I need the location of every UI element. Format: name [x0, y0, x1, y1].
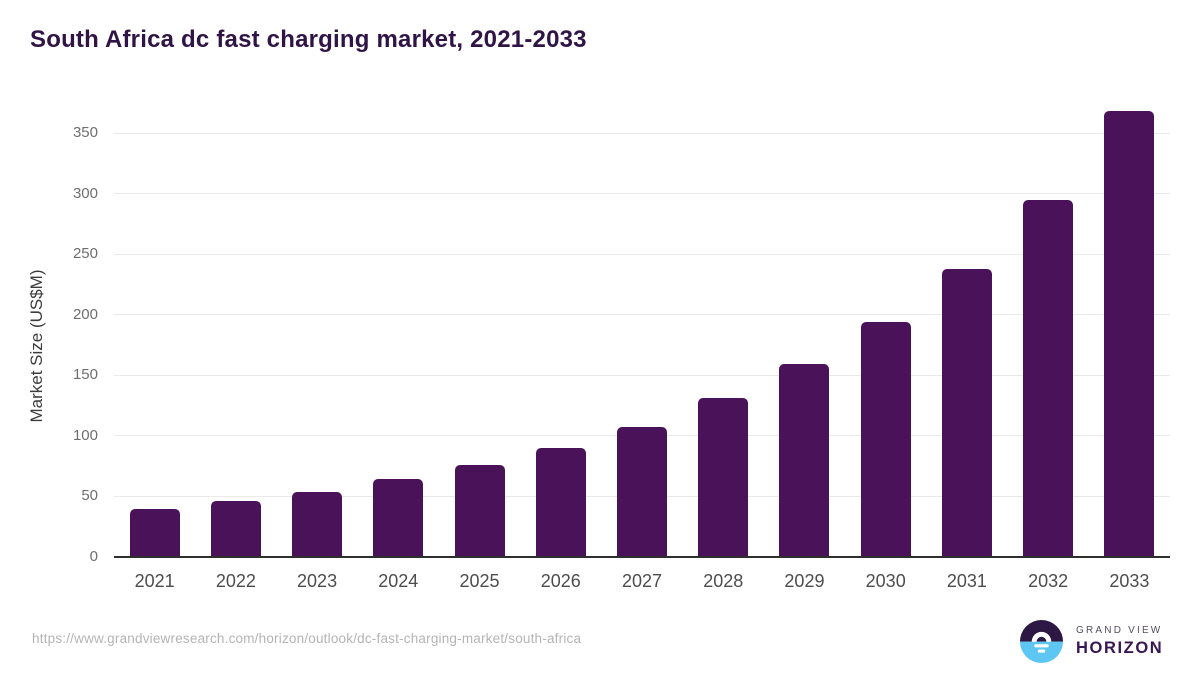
bar-2032	[1023, 199, 1074, 557]
bar-2027	[617, 427, 667, 557]
chart-title: South Africa dc fast charging market, 20…	[30, 26, 587, 53]
bar-2026	[535, 447, 586, 557]
x-tick-label-2029: 2029	[784, 571, 825, 591]
logo-text: GRAND VIEW HORIZON	[1076, 625, 1163, 658]
logo-horizon-label: HORIZON	[1076, 639, 1164, 657]
gridline-250	[114, 253, 1170, 255]
horizon-sunrise-icon	[1019, 619, 1064, 664]
x-tick-label-2031: 2031	[946, 571, 987, 591]
y-tick-label-0: 0	[89, 548, 98, 565]
logo-grand-view-label: GRAND VIEW	[1076, 625, 1163, 636]
x-tick-label-2021: 2021	[134, 571, 175, 591]
y-tick-label-300: 300	[72, 184, 98, 202]
x-axis-line	[114, 556, 1170, 558]
y-tick-label-350: 350	[72, 124, 98, 141]
bar-2021	[129, 508, 180, 557]
bar-2033	[1104, 111, 1155, 557]
bar-2028	[698, 398, 749, 557]
source-url: https://www.grandviewresearch.com/horizo…	[32, 631, 582, 646]
bar-2031	[941, 268, 992, 557]
y-tick-label-250: 250	[72, 245, 98, 263]
x-tick-label-2032: 2032	[1028, 571, 1069, 591]
x-tick-label-2030: 2030	[865, 571, 906, 591]
x-tick-label-2026: 2026	[540, 571, 581, 591]
bar-2030	[860, 321, 911, 557]
bar-2023	[292, 491, 343, 557]
gridline-300	[114, 193, 1170, 195]
x-tick-label-2024: 2024	[378, 571, 419, 591]
x-tick-label-2022: 2022	[215, 571, 256, 591]
x-tick-label-2028: 2028	[703, 571, 744, 591]
x-tick-label-2033: 2033	[1109, 571, 1150, 591]
gridline-150	[114, 374, 1170, 376]
y-tick-label-100: 100	[72, 426, 98, 444]
y-tick-label-200: 200	[72, 305, 98, 323]
x-tick-label-2023: 2023	[297, 571, 338, 591]
bar-2022	[210, 501, 261, 557]
y-tick-label-150: 150	[72, 366, 98, 384]
x-tick-label-2025: 2025	[459, 571, 500, 591]
bar-2025	[454, 464, 505, 557]
bar-2024	[373, 479, 424, 557]
gridline-350	[114, 132, 1170, 134]
y-tick-label-50: 50	[81, 487, 98, 505]
gridline-200	[114, 314, 1170, 316]
bar-2029	[779, 364, 830, 557]
grand-view-horizon-logo: GRAND VIEW HORIZON	[1019, 619, 1163, 664]
x-tick-label-2027: 2027	[621, 571, 663, 591]
